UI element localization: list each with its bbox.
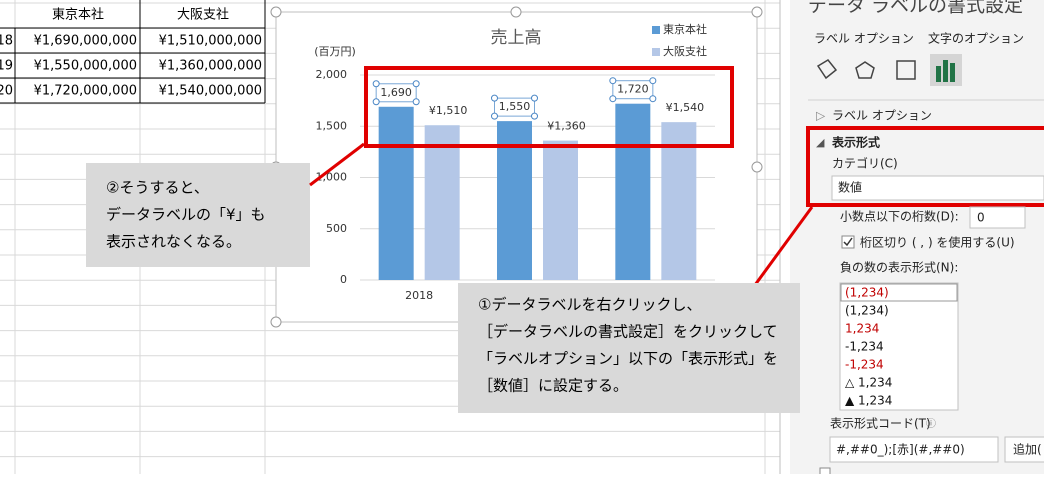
field-label: カテゴリ(C) (832, 156, 898, 171)
data-label: 1,720 (617, 83, 649, 96)
cell-value: ¥1,540,000,000 (159, 84, 262, 99)
list-item: -1,234 (845, 340, 884, 354)
callout-pointer (309, 142, 365, 187)
list-item: ▲ 1,234 (845, 394, 892, 408)
pane-icons (816, 54, 962, 86)
x-tick-label: 2018 (405, 289, 433, 302)
bar (378, 106, 414, 281)
section-header[interactable]: 表示形式 (831, 135, 880, 150)
legend-label: 東京本社 (663, 22, 707, 36)
label-handle (491, 94, 498, 102)
y-tick-label: 500 (326, 222, 347, 235)
bar (424, 125, 460, 280)
input-value: #,##0_);[赤](#,##0) (836, 443, 965, 457)
label-handle (609, 95, 617, 103)
chevron: ◢ (816, 136, 825, 149)
label-handle (412, 98, 420, 106)
pane-title: データ ラベルの書式設定 (808, 0, 1023, 17)
section-header[interactable]: ラベル オプション (832, 109, 932, 123)
button[interactable] (1004, 436, 1044, 463)
list-item: (1,234) (845, 304, 889, 318)
row-label: 18 (0, 34, 13, 49)
label-handle (491, 112, 498, 120)
data-label: ¥1,540 (666, 101, 705, 114)
row-label: 20 (0, 84, 13, 99)
checkbox[interactable] (819, 467, 831, 478)
cell-value: ¥1,550,000,000 (34, 59, 137, 74)
callout-text: 表示されなくなる。 (106, 233, 241, 251)
check-mark (843, 237, 853, 247)
label-handle (412, 80, 420, 88)
label-handle (649, 77, 657, 85)
callout-text: ［数値］に設定する。 (478, 377, 628, 395)
column-header: 東京本社 (52, 7, 104, 23)
checkbox[interactable] (841, 235, 855, 249)
list-selection (840, 283, 958, 302)
field-label: 負の数の表示形式(N): (840, 260, 958, 275)
callout-box (458, 283, 800, 413)
button-label: 追加( (1013, 442, 1042, 457)
label-handle (372, 80, 380, 88)
pane-tab[interactable]: ラベル オプション (814, 32, 914, 46)
bar (543, 140, 578, 280)
data-label: 1,550 (499, 100, 531, 113)
y-tick-label: 2,000 (316, 68, 348, 81)
info-icon: ⓘ (926, 418, 936, 430)
legend-swatch (652, 26, 660, 34)
cell-value: ¥1,720,000,000 (34, 84, 137, 99)
callout-box (86, 163, 310, 267)
data-label: 1,690 (380, 86, 412, 99)
table-borders (0, 0, 266, 104)
label-handle (531, 94, 538, 102)
list-box[interactable] (839, 282, 959, 411)
cell-value: ¥1,360,000,000 (159, 59, 262, 74)
label-handle (372, 98, 380, 106)
callout-text: データラベルの「¥」も (106, 206, 266, 224)
legend-label: 大阪支社 (663, 44, 707, 58)
pane-tab[interactable]: 文字のオプション (928, 31, 1024, 46)
data-label: ¥1,360 (547, 120, 586, 133)
label-handle (609, 77, 617, 85)
callout-pointer (753, 206, 814, 286)
label-handle (649, 95, 657, 103)
highlight-box (364, 66, 734, 148)
text-input[interactable] (829, 436, 999, 463)
highlight-box (806, 126, 1044, 207)
bar (615, 103, 651, 280)
list-item: △ 1,234 (845, 376, 892, 390)
field-label: 小数点以下の桁数(D): (840, 209, 959, 224)
row-label: 19 (0, 59, 13, 74)
label-frame (375, 83, 417, 103)
bar (661, 122, 697, 281)
checkbox-label: 桁区切り ( , ) を使用する(U) (860, 235, 1015, 250)
label-frame (612, 80, 654, 100)
field-label: 表示形式コード(T) (830, 417, 931, 431)
callout-text: ①データラベルを右クリックし、 (478, 296, 701, 314)
cell-value: ¥1,510,000,000 (159, 34, 262, 49)
input-value: 0 (977, 211, 985, 225)
dropdown[interactable] (831, 175, 1044, 201)
y-axis-label: (百万円) (314, 45, 356, 58)
list-item: 1,234 (845, 322, 879, 336)
cell-value: ¥1,690,000,000 (34, 34, 137, 49)
y-tick-label: 0 (340, 273, 347, 286)
legend-swatch (652, 48, 660, 56)
callout-text: ［データラベルの書式設定］をクリックして (478, 323, 778, 341)
callout-text: ②そうすると、 (106, 179, 209, 197)
chevron: ▷ (816, 109, 826, 123)
chart-title: 売上高 (491, 28, 542, 48)
column-header: 大阪支社 (177, 7, 229, 23)
text-input[interactable] (969, 206, 1026, 229)
data-label: ¥1,510 (429, 104, 468, 117)
y-tick-label: 1,500 (316, 119, 348, 132)
callout-text: 「ラベルオプション」以下の「表示形式」を (478, 350, 778, 368)
label-frame (494, 97, 535, 117)
list-item: (1,234) (845, 286, 889, 300)
dropdown-value: 数値 (838, 180, 862, 195)
label-handle (531, 112, 538, 120)
list-item: -1,234 (845, 358, 884, 372)
